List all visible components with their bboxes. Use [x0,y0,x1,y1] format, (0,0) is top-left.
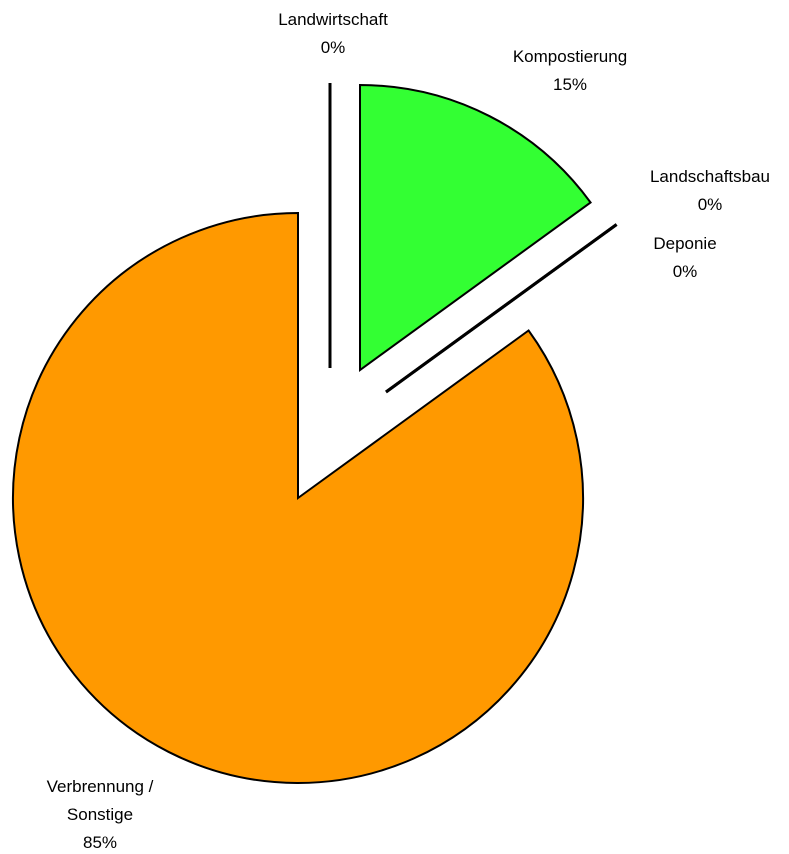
category-label: Kompostierung [512,47,628,66]
pie-slice [359,83,592,372]
slice-label: Verbrennung / Sonstige 85% [20,773,180,854]
value-label: 0% [672,262,698,281]
value-label: 0% [320,38,346,57]
category-label: Deponie [653,234,717,253]
category-label: Verbrennung / Sonstige [46,777,154,824]
zero-slice [385,223,618,394]
slice-label: Deponie 0% [653,230,716,286]
slice-label: Landwirtschaft 0% [278,6,388,62]
category-label: Landwirtschaft [278,10,388,29]
value-label: 15% [552,75,588,94]
slice-label: Kompostierung 15% [513,43,627,99]
pie-slice [12,211,584,784]
value-label: 85% [82,833,118,852]
value-label: 0% [697,195,723,214]
category-label: Landschaftsbau [649,167,771,186]
slice-label: Landschaftsbau 0% [650,163,770,219]
